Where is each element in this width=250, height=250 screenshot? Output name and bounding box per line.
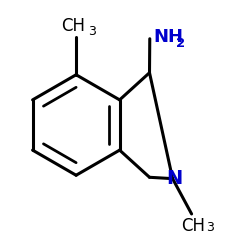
Text: CH: CH: [62, 17, 86, 35]
Text: 3: 3: [88, 25, 96, 38]
Text: 2: 2: [176, 37, 186, 50]
Text: 3: 3: [206, 221, 214, 234]
Text: N: N: [166, 169, 182, 188]
Text: NH: NH: [154, 28, 184, 46]
Text: CH: CH: [181, 217, 205, 235]
